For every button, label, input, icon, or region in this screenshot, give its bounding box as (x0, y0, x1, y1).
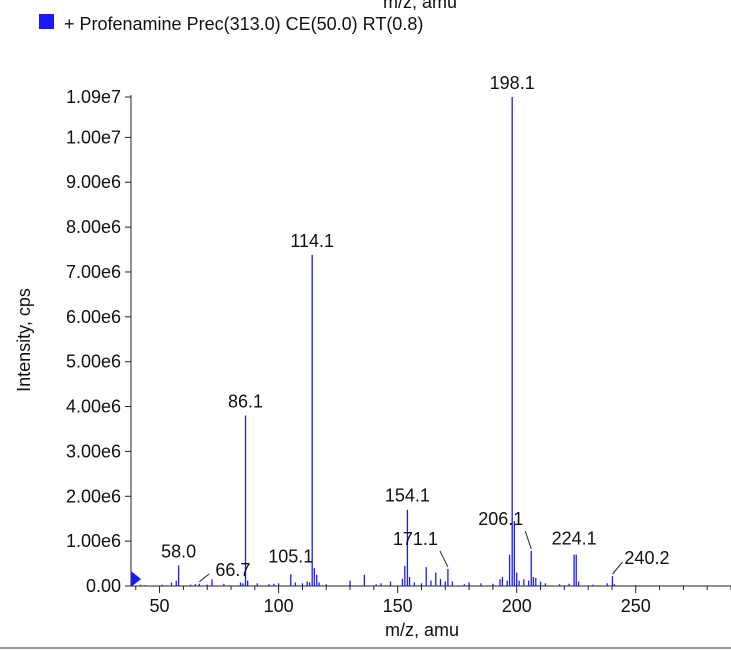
y-axis-ticks: 0.00 1.00e6 2.00e6 3.00e6 4.00e6 5.00e6 6.00e6… (66, 87, 131, 596)
peak-annotations: 198.1 114.1 86.1 154.1 58.0 105.1 66.7 171.1 206… (161, 73, 669, 583)
annotation-leader (524, 530, 532, 550)
y-tick-label: 9.00e6 (66, 172, 121, 192)
baseline-marker-icon (131, 571, 141, 587)
peak-label: 58.0 (161, 541, 196, 561)
axes (130, 95, 731, 587)
y-tick-label: 6.00e6 (66, 307, 121, 327)
header-clip-label: m/z, amu (383, 0, 457, 12)
peak-label: 240.2 (624, 548, 669, 568)
x-tick-label: 250 (621, 596, 651, 616)
y-tick-label: 1.00e7 (66, 127, 121, 147)
x-tick-label: 200 (502, 596, 532, 616)
peak-label: 154.1 (385, 486, 430, 506)
x-tick-label: 100 (264, 596, 294, 616)
peak-label: 105.1 (268, 546, 313, 566)
spectrum-peaks (139, 97, 637, 586)
peak-label: 206.1 (478, 509, 523, 529)
y-tick-label: 5.00e6 (66, 352, 121, 372)
y-tick-label: 7.00e6 (66, 262, 121, 282)
y-tick-label: 3.00e6 (66, 441, 121, 461)
peak-label: 86.1 (228, 392, 263, 412)
annotation-leader (199, 573, 210, 583)
peak-label: 198.1 (490, 73, 535, 93)
x-axis-ticks: 50 100 150 200 250 (135, 586, 731, 616)
y-tick-label: 8.00e6 (66, 217, 121, 237)
legend-label: + Profenamine Prec(313.0) CE(50.0) RT(0.… (64, 14, 423, 34)
y-axis-title: Intensity, cps (14, 288, 34, 392)
annotation-leader (612, 561, 623, 575)
peak-label: 66.7 (215, 560, 250, 580)
y-tick-label: 1.00e6 (66, 531, 121, 551)
x-axis-title: m/z, amu (385, 620, 459, 640)
x-tick-label: 150 (383, 596, 413, 616)
y-tick-label: 1.09e7 (66, 87, 121, 107)
annotation-leader (439, 550, 449, 568)
y-tick-label: 2.00e6 (66, 486, 121, 506)
y-tick-label: 0.00 (86, 576, 121, 596)
x-tick-label: 50 (150, 596, 170, 616)
peak-label: 171.1 (393, 529, 438, 549)
peak-label: 224.1 (552, 529, 597, 549)
legend-swatch (39, 14, 54, 29)
y-tick-label: 4.00e6 (66, 397, 121, 417)
peak-label: 114.1 (290, 231, 334, 251)
